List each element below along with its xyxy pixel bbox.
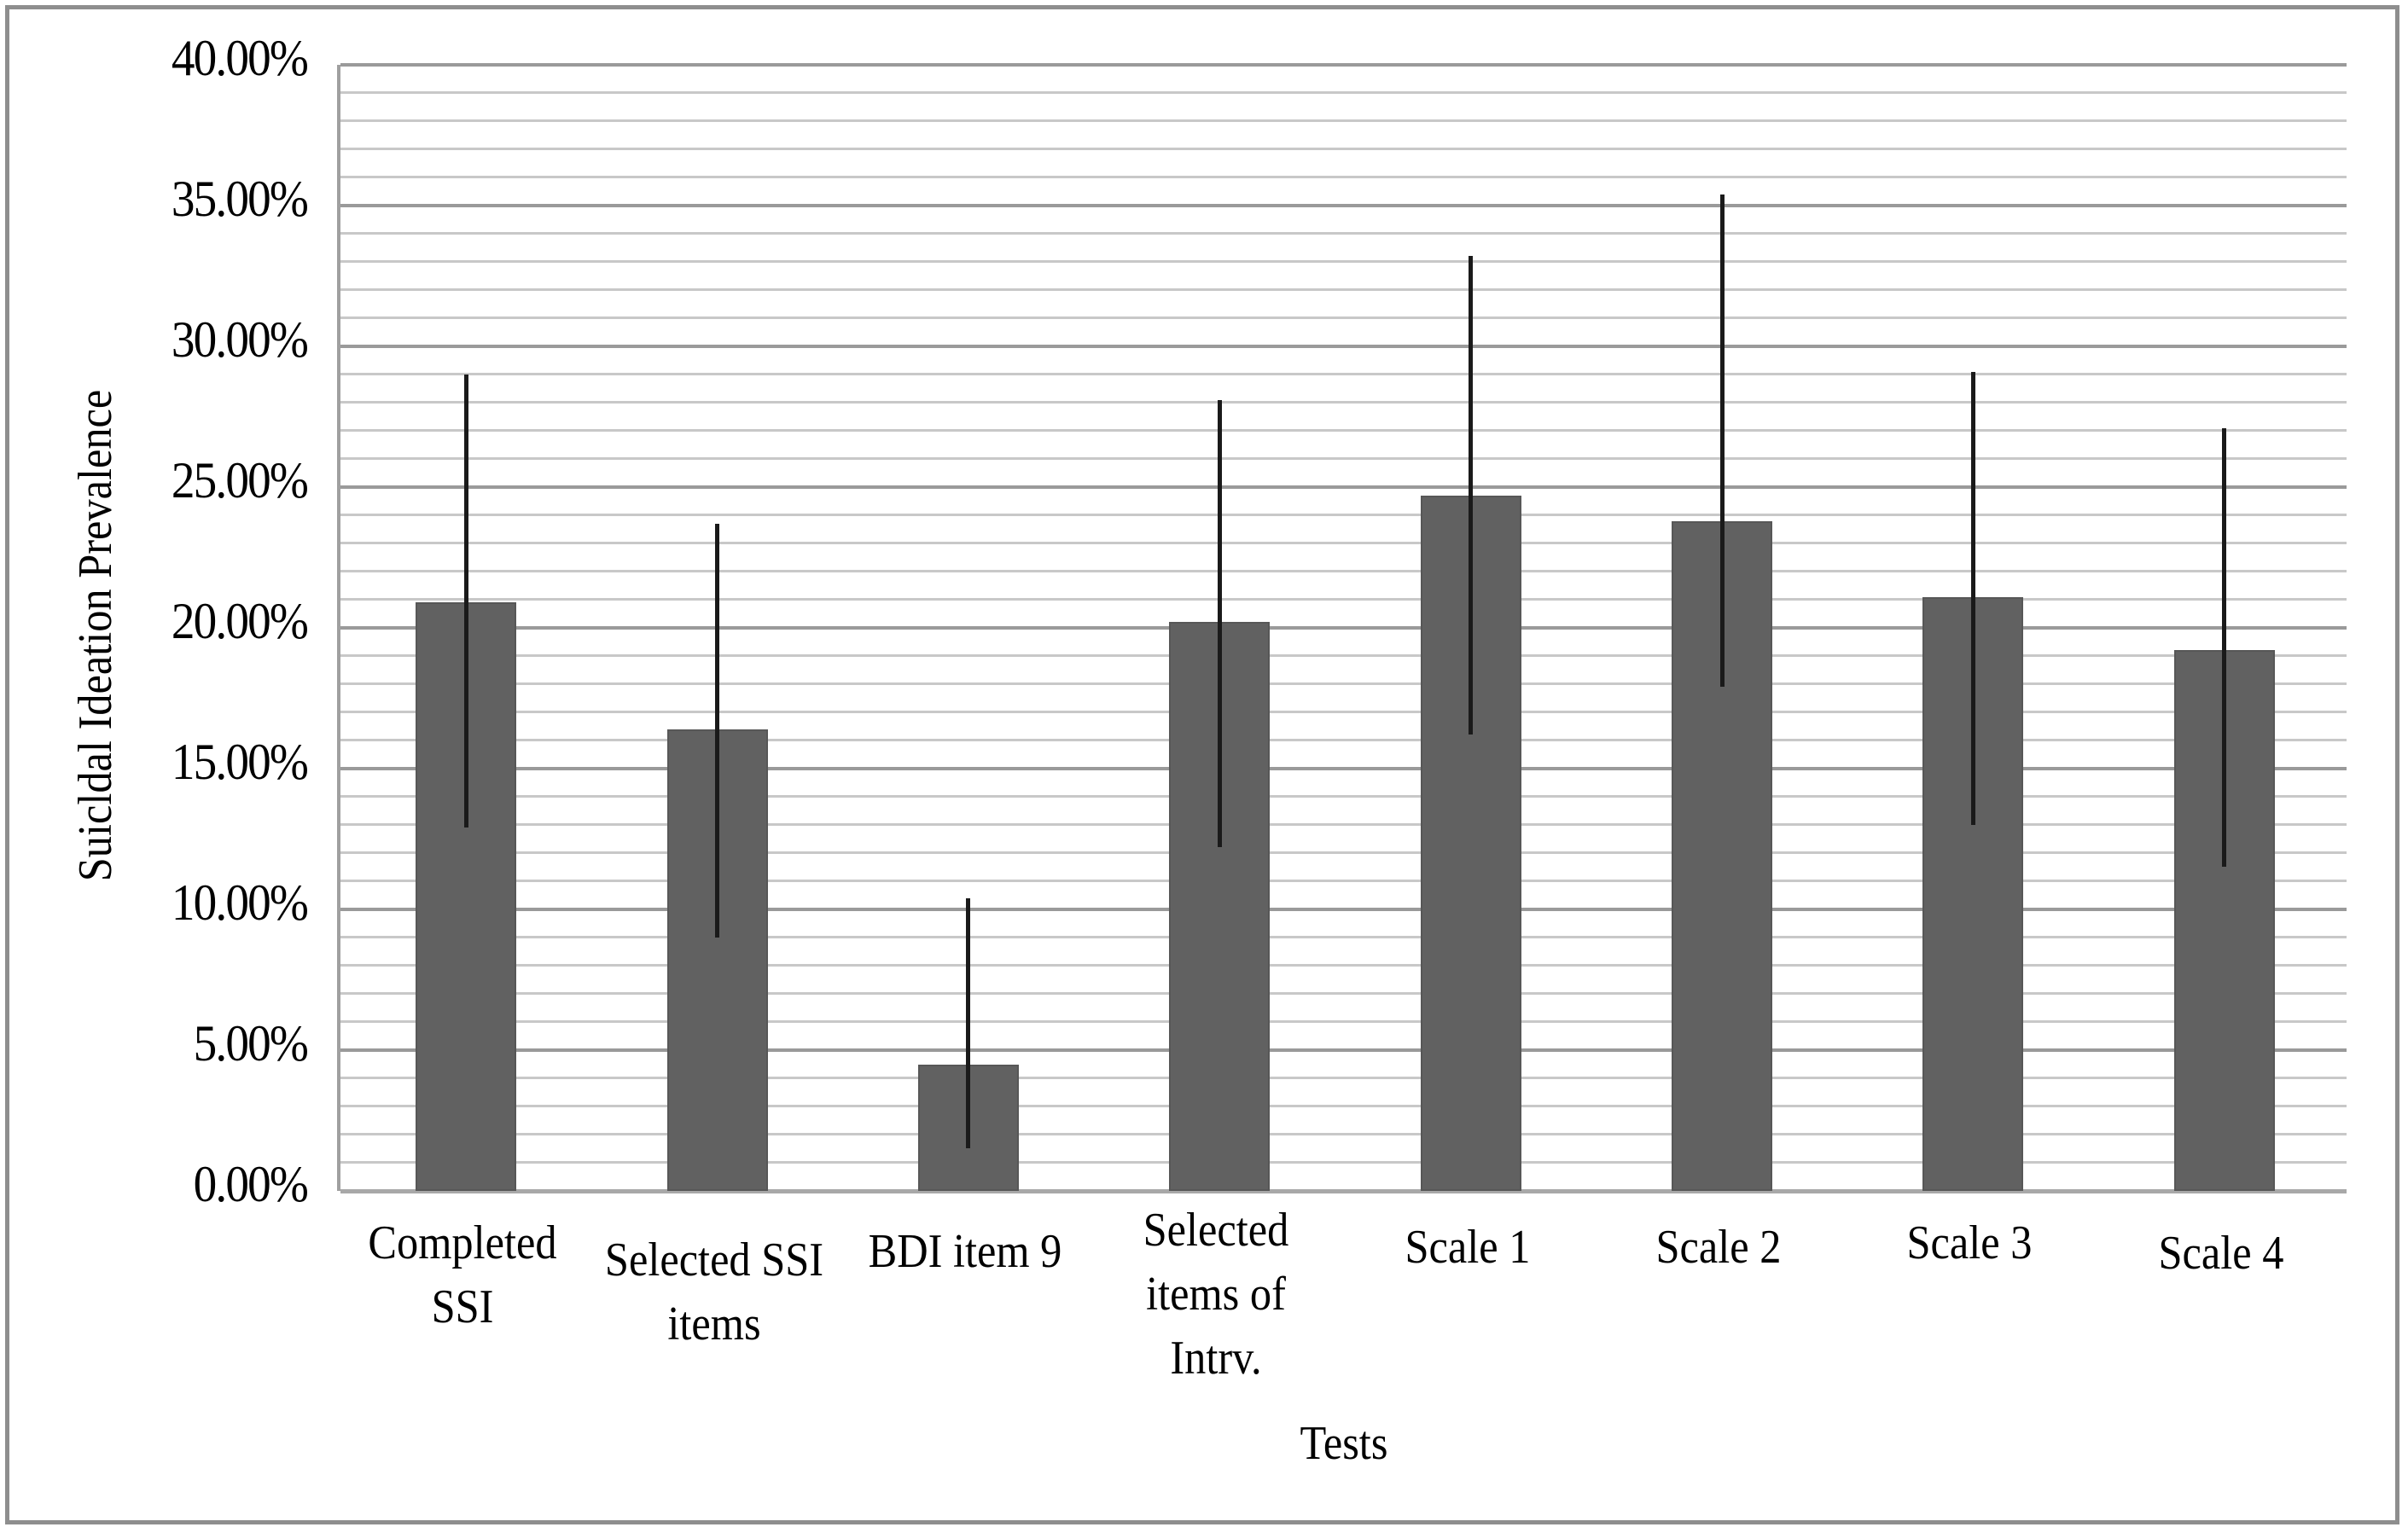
minor-gridline [340,288,2347,291]
x-category-label: BDI item 9 [852,1220,1079,1284]
major-gridline [340,1048,2347,1052]
minor-gridline [340,1105,2347,1107]
minor-gridline [340,1020,2347,1023]
x-category-label-line: Intrv. [1170,1332,1262,1385]
major-gridline [340,767,2347,770]
x-category-label: Scale 4 [2108,1222,2335,1286]
error-bar [1719,194,1725,688]
minor-gridline [340,148,2347,150]
x-category-label-line: Selected SSI [604,1234,823,1286]
y-tick-label: 10.00% [171,874,309,931]
x-category-label-line: Scale 4 [2158,1227,2284,1280]
y-tick-label: 0.00% [193,1156,309,1212]
error-bar [463,375,468,828]
minor-gridline [340,373,2347,375]
x-axis-title: Tests [1300,1417,1388,1470]
minor-gridline [340,598,2347,601]
x-category-label-line: items of [1146,1268,1287,1321]
minor-gridline [340,654,2347,657]
y-tick-label: 35.00% [171,171,309,227]
minor-gridline [340,795,2347,798]
major-gridline [340,204,2347,207]
x-category-label: Scale 1 [1354,1216,1580,1280]
minor-gridline [340,542,2347,544]
x-category-label-line: Scale 2 [1655,1221,1782,1274]
minor-gridline [340,964,2347,967]
major-gridline [340,485,2347,489]
minor-gridline [340,936,2347,938]
major-gridline [340,345,2347,348]
minor-gridline [340,119,2347,122]
x-category-label: Scale 3 [1857,1211,2083,1275]
error-bar [715,523,720,938]
minor-gridline [340,91,2347,94]
minor-gridline [340,1133,2347,1135]
minor-gridline [340,176,2347,178]
x-category-label: Selected items of Intrv. [1103,1199,1329,1391]
major-gridline [340,626,2347,630]
major-gridline [340,63,2347,67]
y-tick-label: 15.00% [171,734,309,790]
x-category-label-line: items [666,1298,761,1350]
minor-gridline [340,401,2347,404]
x-axis-line [340,1189,2347,1193]
x-category-label-line: SSI [431,1280,494,1333]
y-tick-label: 30.00% [171,311,309,368]
minor-gridline [340,711,2347,713]
minor-gridline [340,429,2347,432]
error-bar [2222,427,2227,868]
minor-gridline [340,570,2347,572]
minor-gridline [340,823,2347,826]
minor-gridline [340,739,2347,741]
x-category-label-line: Scale 1 [1405,1221,1531,1274]
y-tick-label: 25.00% [171,452,309,508]
x-category-label: Scale 2 [1606,1216,1832,1280]
minor-gridline [340,880,2347,882]
minor-gridline [340,992,2347,995]
minor-gridline [340,851,2347,854]
error-bar [1217,399,1222,848]
x-category-label-line: BDI item 9 [868,1225,1062,1278]
y-tick-label: 40.00% [171,30,309,86]
minor-gridline [340,1077,2347,1079]
minor-gridline [340,260,2347,263]
error-bar [1469,256,1474,735]
minor-gridline [340,232,2347,235]
error-bar [1970,371,1975,825]
minor-gridline [340,682,2347,685]
x-category-label-line: Completed [368,1217,557,1269]
x-category-label: Completed SSI [350,1211,576,1339]
minor-gridline [340,1161,2347,1164]
error-bar [966,897,971,1149]
minor-gridline [340,514,2347,516]
minor-gridline [340,457,2347,460]
x-category-label-line: Selected [1143,1204,1289,1257]
x-category-label-line: Scale 3 [1906,1217,2033,1269]
y-tick-label: 5.00% [193,1015,309,1071]
y-tick-label: 20.00% [171,593,309,649]
x-category-label: Selected SSI items [601,1228,827,1356]
minor-gridline [340,316,2347,319]
plot-area [337,63,2347,1193]
major-gridline [340,908,2347,911]
